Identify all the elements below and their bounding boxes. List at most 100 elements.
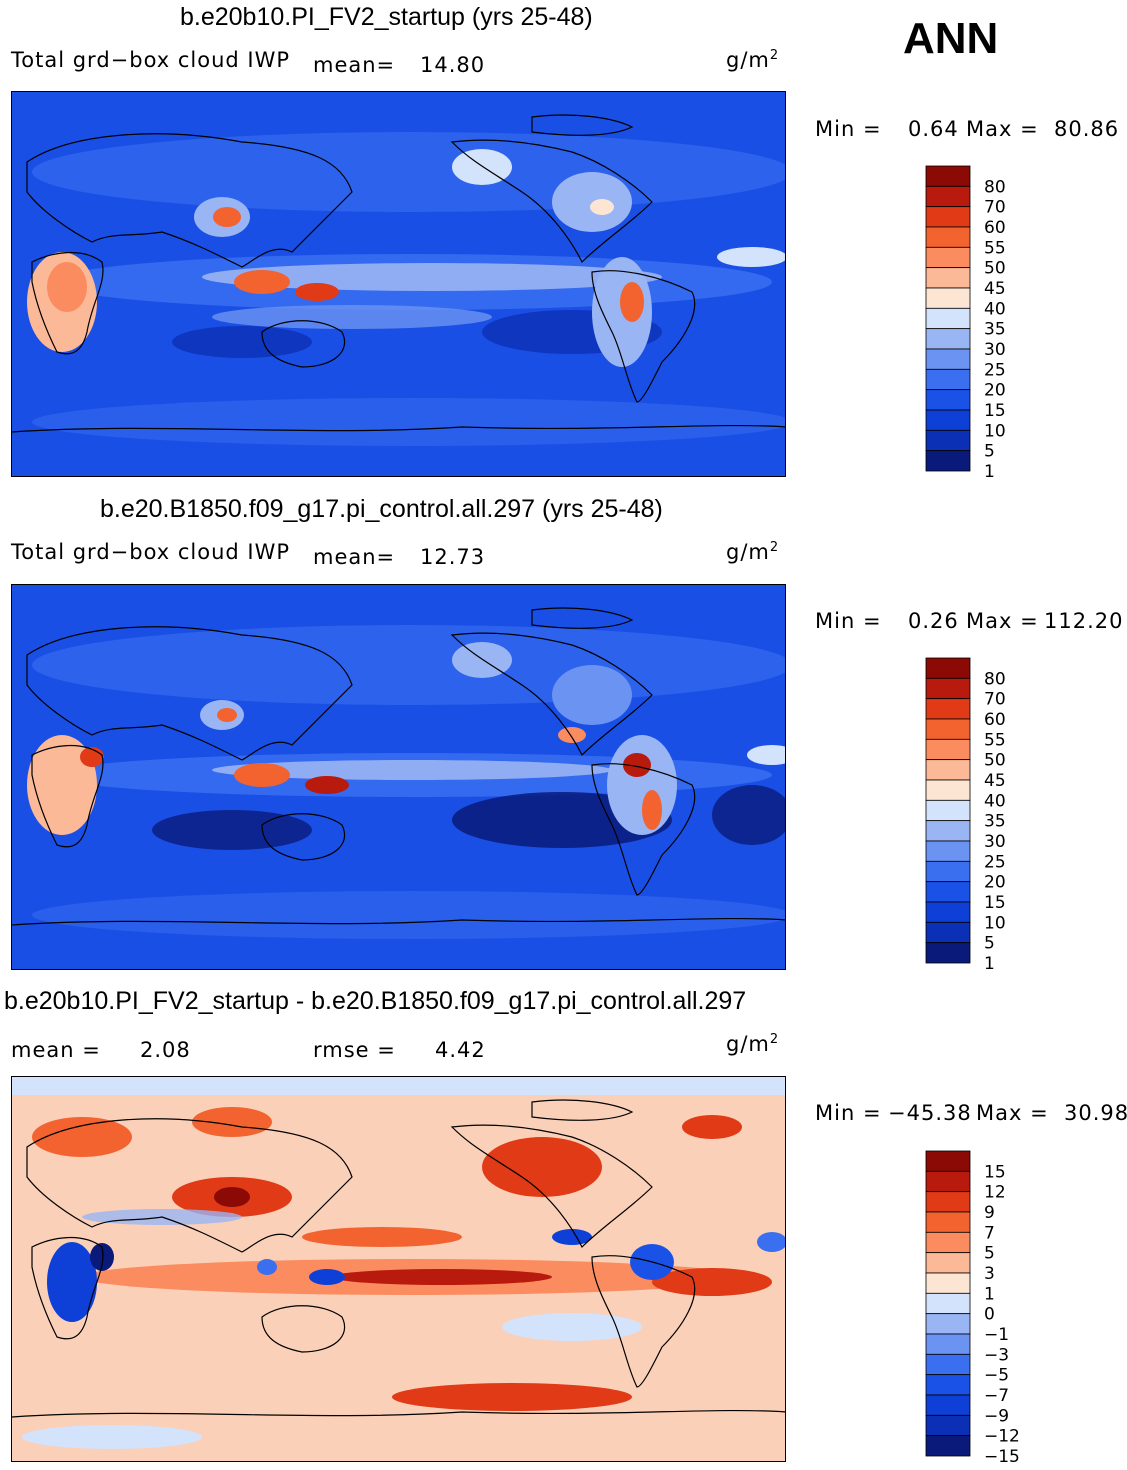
panel3-title: b.e20b10.PI_FV2_startup - b.e20.B1850.f0… bbox=[4, 987, 747, 1015]
colorbar-tick-label: 45 bbox=[984, 279, 1006, 299]
colorbar-cell bbox=[925, 1252, 971, 1274]
colorbar-cell bbox=[925, 1231, 971, 1254]
panel2-variable: Total grd−box cloud IWP bbox=[11, 540, 291, 564]
colorbar-cell bbox=[925, 1394, 971, 1416]
colorbar-cell bbox=[925, 1211, 971, 1233]
panel1-mean-label: mean= bbox=[313, 53, 396, 77]
units-exponent: 2 bbox=[769, 48, 780, 63]
colorbar-tick-label: 5 bbox=[984, 1244, 995, 1264]
colorbar-cell bbox=[925, 287, 971, 309]
panel3-map bbox=[11, 1076, 786, 1462]
colorbar-tick-label: 1 bbox=[984, 1284, 995, 1304]
panel2-map bbox=[11, 584, 786, 970]
colorbar-tick-label: 30 bbox=[984, 340, 1006, 360]
colorbar-tick-label: 25 bbox=[984, 852, 1006, 872]
panel2-units: g/m2 bbox=[726, 540, 779, 564]
colorbar-cell bbox=[925, 677, 971, 700]
colorbar-cell bbox=[925, 657, 971, 679]
panel1-mean-value: 14.80 bbox=[420, 53, 486, 77]
panel2-max-label: Max = bbox=[966, 609, 1039, 633]
panel2-field-features bbox=[27, 625, 785, 939]
colorbar-tick-label: 0 bbox=[984, 1305, 995, 1325]
colorbar-cell bbox=[925, 1414, 971, 1437]
panel3-rmse-label: rmse = bbox=[313, 1038, 396, 1062]
colorbar-cell bbox=[925, 328, 971, 350]
colorbar-tick-label: 10 bbox=[984, 421, 1006, 441]
colorbar-cell bbox=[925, 409, 971, 431]
colorbar-cell bbox=[925, 429, 971, 452]
colorbar-tick-label: 50 bbox=[984, 751, 1006, 771]
colorbar-cell bbox=[925, 942, 971, 964]
colorbar-tick-label: 35 bbox=[984, 812, 1006, 832]
colorbar-tick-label: −3 bbox=[984, 1345, 1009, 1365]
colorbar-tick-label: 12 bbox=[984, 1183, 1006, 1203]
colorbar-cell bbox=[925, 1313, 971, 1335]
colorbar-cell bbox=[925, 1292, 971, 1315]
colorbar-tick-label: 80 bbox=[984, 669, 1006, 689]
colorbar-tick-label: 15 bbox=[984, 893, 1006, 913]
season-label: ANN bbox=[903, 14, 999, 63]
colorbar-cell bbox=[925, 820, 971, 842]
colorbar-cell bbox=[925, 1272, 971, 1294]
colorbar-cell bbox=[925, 840, 971, 862]
colorbar-cell bbox=[925, 881, 971, 903]
colorbar-cell bbox=[925, 1191, 971, 1213]
colorbar-tick-label: 3 bbox=[984, 1264, 995, 1284]
panel1-variable: Total grd−box cloud IWP bbox=[11, 48, 291, 72]
colorbar-cell bbox=[925, 267, 971, 289]
colorbar-tick-label: 70 bbox=[984, 690, 1006, 710]
colorbar-cell bbox=[925, 901, 971, 923]
panel1-field-features bbox=[27, 132, 785, 446]
panel2-title: b.e20.B1850.f09_g17.pi_control.all.297 (… bbox=[100, 495, 663, 523]
colorbar-tick-label: 20 bbox=[984, 873, 1006, 893]
colorbar-cell bbox=[925, 1333, 971, 1355]
panel1-units: g/m2 bbox=[726, 48, 779, 72]
panel3-min-label: Min = bbox=[815, 1101, 882, 1125]
panel2-mean-value: 12.73 bbox=[420, 545, 486, 569]
colorbar-tick-label: 60 bbox=[984, 218, 1006, 238]
colorbar-tick-label: −5 bbox=[984, 1366, 1009, 1386]
panel3-mean-label: mean = bbox=[11, 1038, 101, 1062]
colorbar-tick-label: 9 bbox=[984, 1203, 995, 1223]
panel3-map-svg bbox=[12, 1077, 785, 1461]
panel3-rmse-value: 4.42 bbox=[435, 1038, 486, 1062]
colorbar-cell bbox=[925, 165, 971, 187]
colorbar-tick-label: 70 bbox=[984, 198, 1006, 218]
colorbar-tick-label: −12 bbox=[984, 1427, 1020, 1447]
units-text: g/m bbox=[726, 540, 770, 564]
colorbar-tick-label: 5 bbox=[984, 934, 995, 954]
colorbar-tick-label: −7 bbox=[984, 1386, 1009, 1406]
colorbar-tick-label: 45 bbox=[984, 771, 1006, 791]
colorbar-tick-label: 35 bbox=[984, 320, 1006, 340]
panel1-max-label: Max = bbox=[966, 117, 1039, 141]
panel1-max-value: 80.86 bbox=[1054, 117, 1120, 141]
colorbar-cell bbox=[925, 1353, 971, 1376]
colorbar-cell bbox=[925, 698, 971, 720]
colorbar-cell bbox=[925, 1170, 971, 1193]
colorbar-tick-label: 10 bbox=[984, 913, 1006, 933]
colorbar-cell bbox=[925, 860, 971, 883]
panel2-colorbar: 80 70 60 55 50 45 40 35 30 25 20 15 10 5 1 bbox=[925, 657, 1006, 974]
colorbar-tick-label: 15 bbox=[984, 401, 1006, 421]
panel3-colorbar: 15 12 9 7 5 3 1 0 −1 −3 −5 −7 −9 −12 −15 bbox=[925, 1150, 1020, 1467]
panel1-map bbox=[11, 91, 786, 477]
panel1-min-label: Min = bbox=[815, 117, 882, 141]
colorbar-tick-label: 15 bbox=[984, 1162, 1006, 1182]
colorbar-tick-label: 50 bbox=[984, 259, 1006, 279]
colorbar-cell bbox=[925, 759, 971, 781]
colorbar-tick-label: 5 bbox=[984, 442, 995, 462]
colorbar-cell bbox=[925, 389, 971, 411]
colorbar-tick-label: 80 bbox=[984, 177, 1006, 197]
colorbar-tick-label: 55 bbox=[984, 238, 1006, 258]
units-exponent: 2 bbox=[769, 540, 780, 555]
panel2-coastlines bbox=[12, 607, 785, 926]
panel1-coastlines bbox=[12, 114, 785, 433]
colorbar-tick-label: 20 bbox=[984, 381, 1006, 401]
colorbar-cell bbox=[925, 307, 971, 330]
colorbar-tick-label: −9 bbox=[984, 1406, 1009, 1426]
colorbar-tick-label: 25 bbox=[984, 360, 1006, 380]
panel1-min-value: 0.64 bbox=[908, 117, 959, 141]
panel3-min-value: −45.38 bbox=[888, 1101, 972, 1125]
